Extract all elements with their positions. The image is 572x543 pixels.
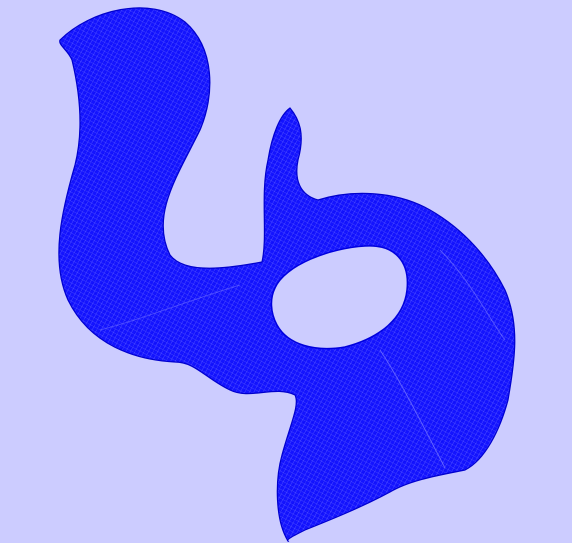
mesh-seam [99,284,241,331]
mesh-hole-rim [270,245,409,350]
mesh-seam [439,249,506,341]
mesh-seam [379,349,446,469]
mesh-shading [58,7,515,542]
